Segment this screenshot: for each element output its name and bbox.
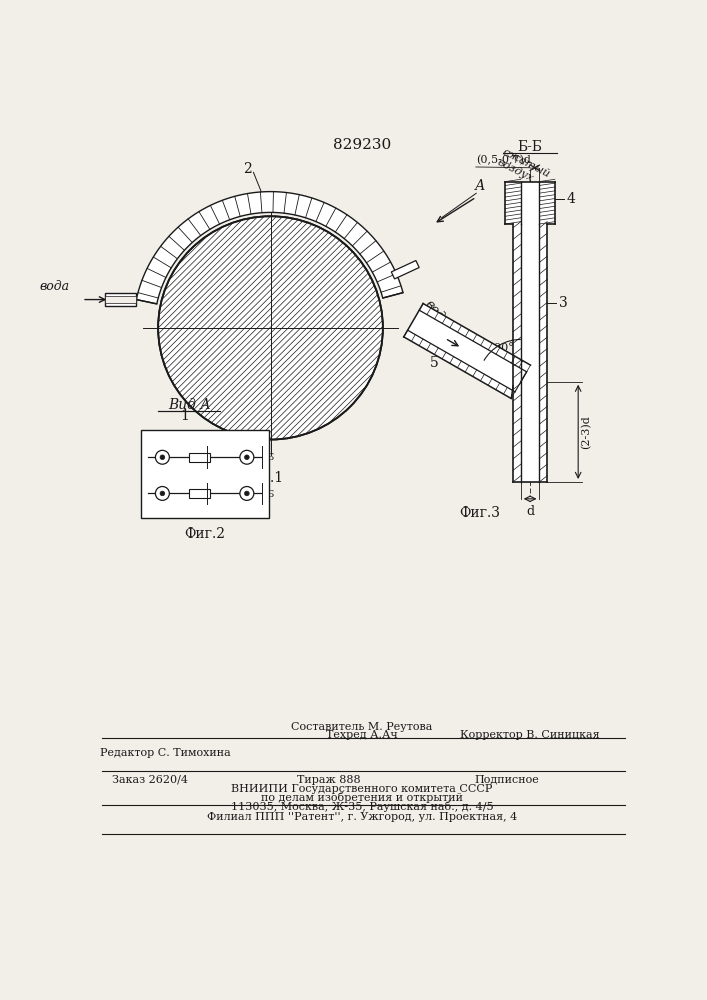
Text: Корректор В. Синицкая: Корректор В. Синицкая xyxy=(460,730,600,740)
Text: Подписное: Подписное xyxy=(474,775,539,785)
Text: Фиг.3: Фиг.3 xyxy=(460,506,501,520)
Text: ВНИИПИ Государственного комитета СССР: ВНИИПИ Государственного комитета СССР xyxy=(231,784,493,794)
Text: Фиг.2: Фиг.2 xyxy=(184,527,225,541)
Text: Редактор С. Тимохина: Редактор С. Тимохина xyxy=(100,748,231,758)
Text: 829230: 829230 xyxy=(333,138,391,152)
Text: 1: 1 xyxy=(181,409,189,423)
Bar xyxy=(105,293,136,306)
Text: (0,5-0,7)d: (0,5-0,7)d xyxy=(476,155,531,165)
Text: 3: 3 xyxy=(559,296,568,310)
Text: Техред А.Ач: Техред А.Ач xyxy=(326,730,398,740)
Circle shape xyxy=(156,487,170,500)
Text: 4: 4 xyxy=(566,192,575,206)
Bar xyxy=(506,182,555,224)
Text: 113035, Москва, Ж-35, Раушская наб., д. 4/5: 113035, Москва, Ж-35, Раушская наб., д. … xyxy=(230,801,493,812)
Text: 5: 5 xyxy=(431,356,439,370)
Text: 2: 2 xyxy=(243,162,252,176)
Text: (2-3)d: (2-3)d xyxy=(581,415,592,449)
Bar xyxy=(513,182,547,482)
Text: Тираж 888: Тираж 888 xyxy=(297,775,361,785)
Text: Б-Б: Б-Б xyxy=(518,140,543,154)
Text: вода: вода xyxy=(40,280,70,293)
Bar xyxy=(141,430,269,518)
Text: сжатый
воздух: сжатый воздух xyxy=(496,147,552,189)
Text: Б: Б xyxy=(252,502,259,511)
Text: Вид А: Вид А xyxy=(168,398,211,412)
Bar xyxy=(189,453,211,462)
Text: Б: Б xyxy=(252,466,259,475)
Text: по делам изобретения и открытий: по делам изобретения и открытий xyxy=(261,792,463,803)
Text: Б: Б xyxy=(267,453,274,462)
Text: 45-90°: 45-90° xyxy=(477,343,514,353)
Circle shape xyxy=(240,487,254,500)
Text: вода: вода xyxy=(422,298,452,329)
Circle shape xyxy=(245,455,249,460)
Text: Заказ 2620/4: Заказ 2620/4 xyxy=(112,775,188,785)
Text: Б: Б xyxy=(267,490,274,499)
Circle shape xyxy=(160,491,165,496)
Text: А: А xyxy=(475,179,485,193)
Circle shape xyxy=(240,450,254,464)
Text: Б: Б xyxy=(199,466,206,475)
Text: Филиал ППП ''Pатент'', г. Ужгород, ул. Проектная, 4: Филиал ППП ''Pатент'', г. Ужгород, ул. П… xyxy=(207,812,517,822)
Text: Фиг.1: Фиг.1 xyxy=(243,471,284,485)
Circle shape xyxy=(158,216,383,440)
Text: Б: Б xyxy=(199,502,206,511)
Circle shape xyxy=(160,455,165,460)
Bar xyxy=(105,296,136,303)
Circle shape xyxy=(245,491,249,496)
Polygon shape xyxy=(404,304,530,398)
Bar xyxy=(189,489,211,498)
Polygon shape xyxy=(136,192,403,304)
Polygon shape xyxy=(391,261,419,279)
Text: Составитель М. Реутова: Составитель М. Реутова xyxy=(291,722,433,732)
Text: d: d xyxy=(526,505,534,518)
Circle shape xyxy=(156,450,170,464)
